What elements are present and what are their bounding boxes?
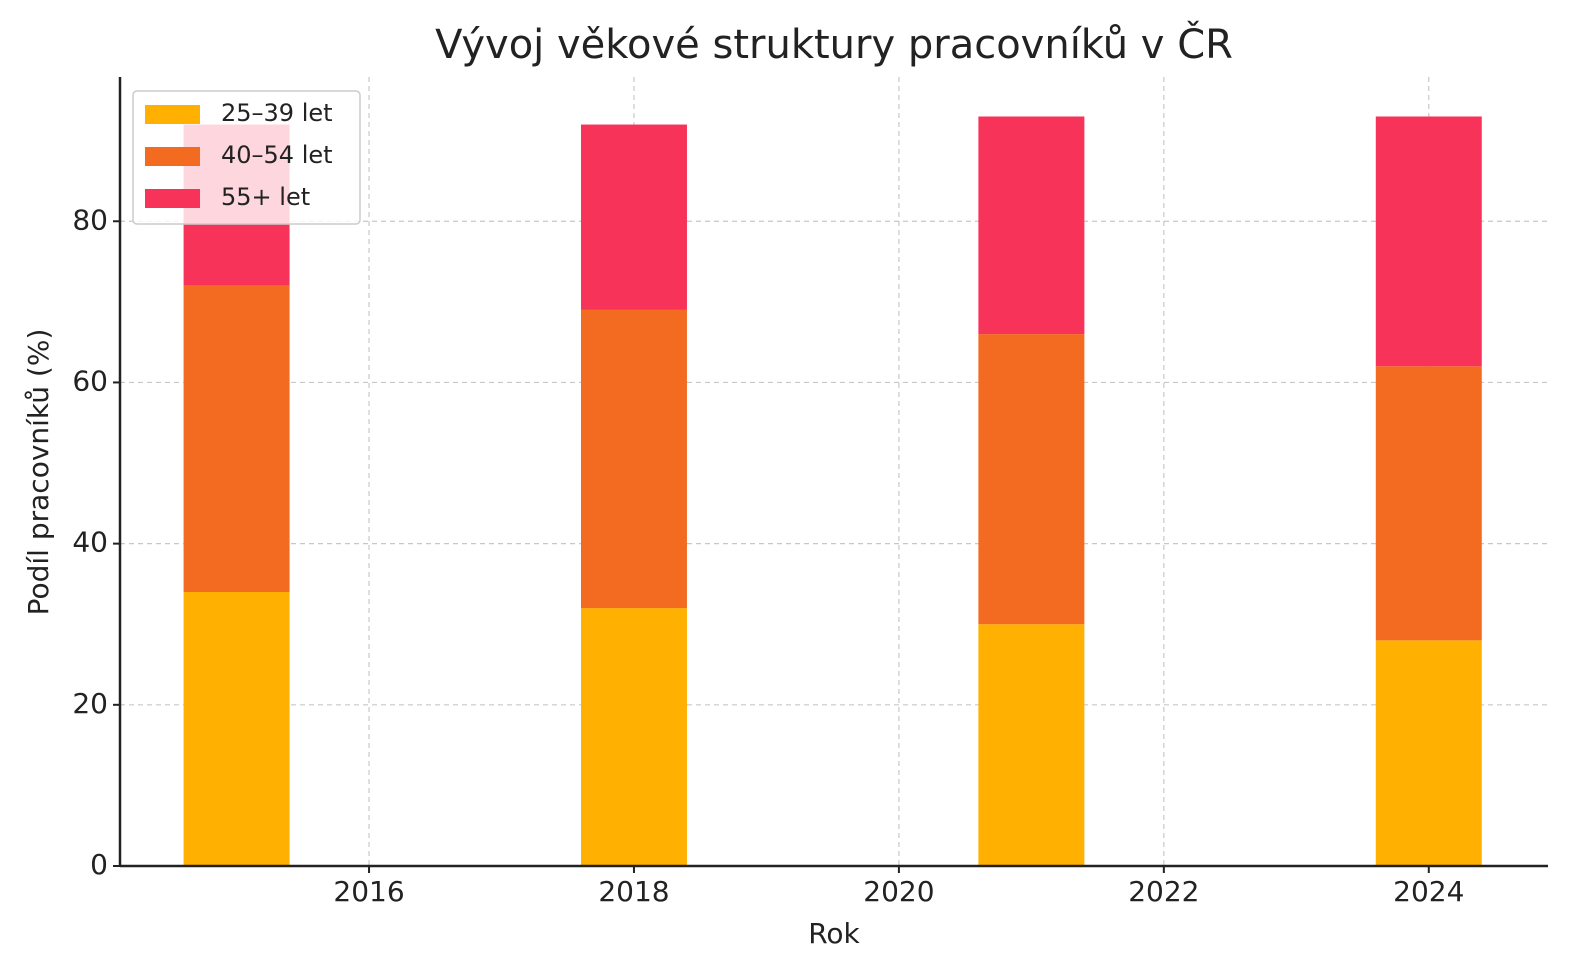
bar-segment <box>1375 640 1482 866</box>
bar-segment <box>978 116 1085 335</box>
bar-segment <box>978 334 1085 625</box>
bar-segment <box>1375 366 1482 641</box>
bar-segment <box>1375 116 1482 367</box>
x-tick-label: 2016 <box>333 875 404 908</box>
x-tick-label: 2018 <box>598 875 669 908</box>
y-tick-label: 80 <box>72 203 108 236</box>
legend-swatch <box>145 147 200 166</box>
chart-title: Vývoj věkové struktury pracovníků v ČR <box>435 20 1233 68</box>
bar-segment <box>183 285 290 592</box>
bar-segment <box>580 124 687 310</box>
y-tick-label: 40 <box>72 526 108 559</box>
legend-label: 40–54 let <box>221 141 333 169</box>
x-tick-label: 2024 <box>1393 875 1464 908</box>
y-axis-label: Podíl pracovníků (%) <box>22 329 55 616</box>
legend-swatch <box>145 189 200 208</box>
bar-segment <box>580 309 687 609</box>
legend-label: 55+ let <box>221 183 310 211</box>
legend-label: 25–39 let <box>221 99 333 127</box>
bar-segment <box>978 624 1085 866</box>
y-tick-label: 60 <box>72 364 108 397</box>
x-axis-label: Rok <box>808 917 860 950</box>
x-tick-label: 2022 <box>1128 875 1199 908</box>
bar-segment <box>183 591 290 866</box>
y-tick-label: 20 <box>72 687 108 720</box>
legend-swatch <box>145 105 200 124</box>
y-tick-label: 0 <box>90 848 108 881</box>
bar-segment <box>580 608 687 866</box>
x-tick-label: 2020 <box>863 875 934 908</box>
legend: 25–39 let 40–54 let 55+ let <box>132 90 361 225</box>
